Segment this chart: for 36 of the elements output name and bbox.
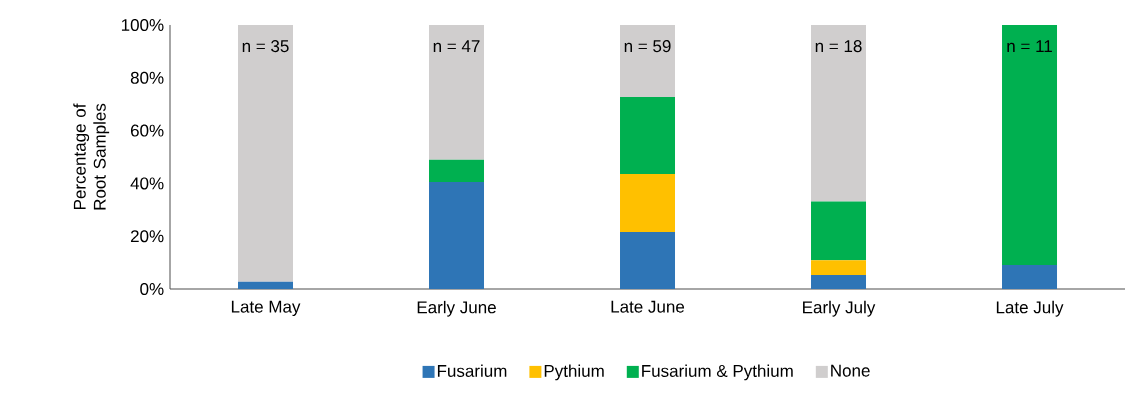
bar (811, 275, 867, 289)
y-tick-label: 100% (121, 18, 164, 32)
bar (811, 201, 867, 261)
bar (620, 97, 676, 174)
bar (811, 260, 867, 276)
annotation: n = 18 (815, 40, 862, 53)
x-tick-label: Early July (803, 300, 876, 317)
y-axis-title: Percentage of Root Samples (73, 103, 110, 210)
legend-label: None (831, 364, 870, 377)
x-tick-label: Late July (996, 300, 1064, 317)
y-tick-label: 80% (130, 71, 164, 84)
annotation: n = 59 (624, 40, 671, 53)
bar (620, 25, 676, 98)
legend-label: Fusarium (437, 364, 507, 377)
legend-label: Fusarium & Pythium (642, 364, 793, 381)
y-tick-label: 0% (140, 282, 164, 296)
bar (620, 173, 676, 232)
bar (1002, 25, 1058, 265)
legend-label: Pythium (544, 364, 604, 381)
bar (429, 159, 484, 183)
x-tick-label: Late June (611, 300, 685, 313)
bar (429, 182, 484, 289)
annotation: n = 47 (433, 40, 480, 52)
annotation: n = 35 (242, 40, 289, 53)
bar (238, 281, 293, 289)
bar (238, 25, 293, 282)
bar (429, 25, 484, 160)
x-tick-label: Late May (231, 300, 301, 317)
y-tick-label: 40% (130, 177, 164, 190)
y-tick-label: 20% (130, 230, 164, 243)
bar (620, 231, 676, 289)
x-tick-label: Early June (417, 300, 496, 317)
bar (811, 25, 867, 202)
y-tick-label: 60% (130, 124, 164, 137)
annotation: n = 11 (1007, 40, 1052, 52)
bar (1002, 264, 1058, 289)
